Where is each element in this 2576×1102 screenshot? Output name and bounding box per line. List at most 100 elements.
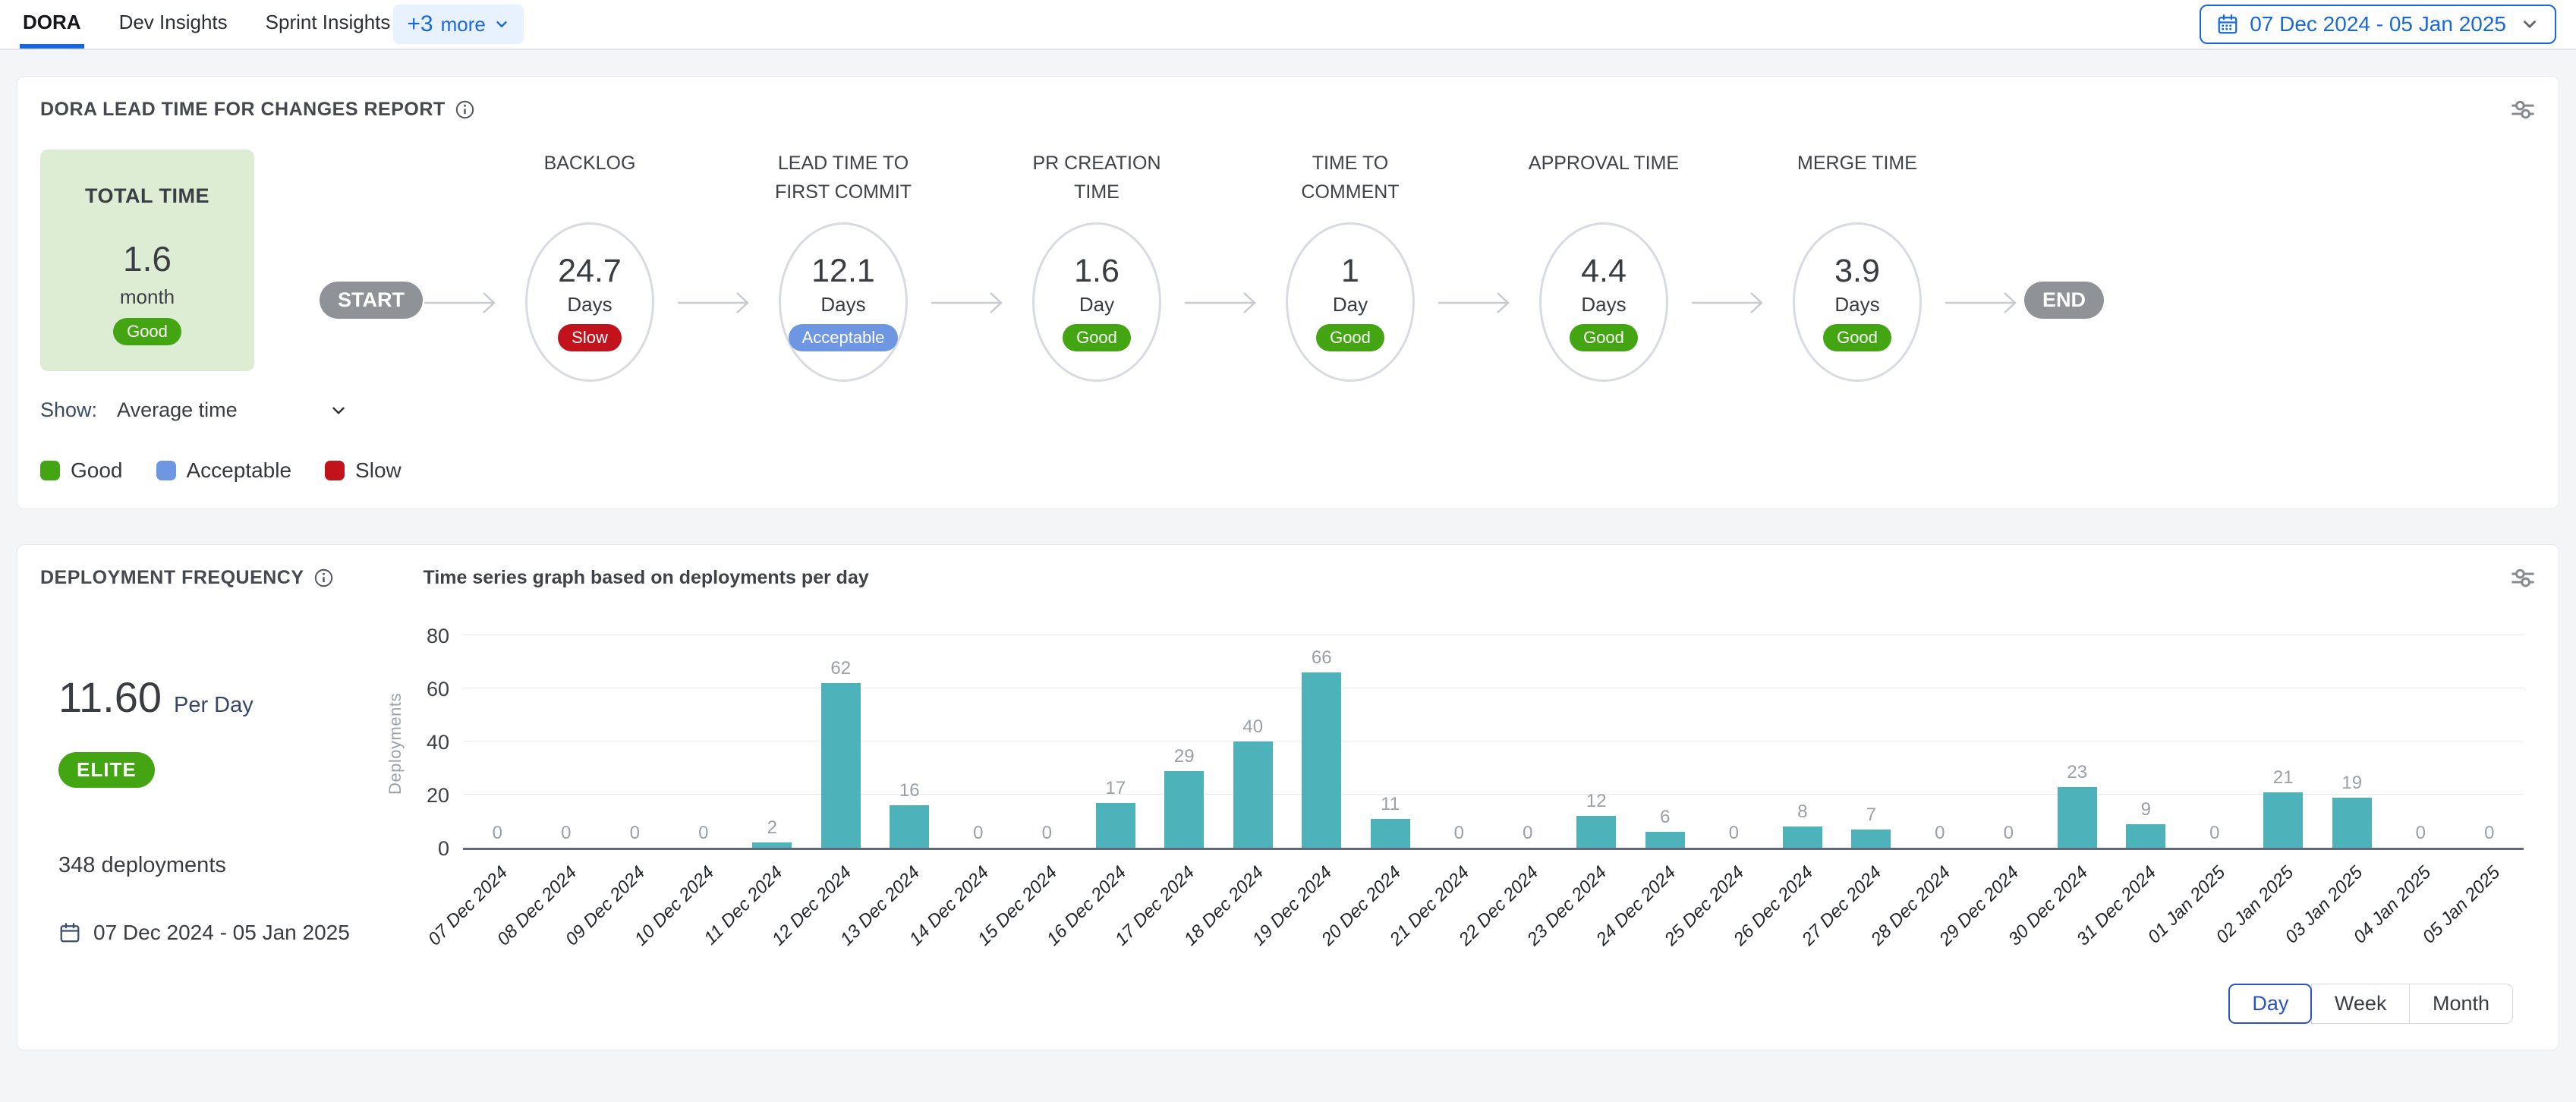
x-axis-labels: 07 Dec 202408 Dec 202409 Dec 202410 Dec … bbox=[463, 850, 2524, 970]
bar[interactable] bbox=[821, 683, 861, 848]
pipeline-stage-merge-time: MERGE TIME3.9DaysGood bbox=[1771, 150, 1944, 382]
bar-slot: 66 bbox=[1287, 638, 1356, 848]
tab-sprint-insights[interactable]: Sprint Insights bbox=[263, 0, 394, 49]
bar[interactable] bbox=[2263, 792, 2303, 849]
total-deployments-text: 348 deployments bbox=[58, 853, 378, 878]
gridline bbox=[463, 634, 2524, 636]
flow-arrow bbox=[423, 291, 503, 315]
bar-slot: 0 bbox=[1012, 638, 1082, 848]
bar[interactable] bbox=[2332, 798, 2372, 849]
sliders-icon[interactable] bbox=[2510, 98, 2536, 121]
legend-label: Slow bbox=[355, 458, 402, 483]
deployment-rate-value: 11.60 bbox=[58, 672, 162, 722]
stage-status-badge: Good bbox=[1570, 324, 1638, 351]
stage-circle[interactable]: 1.6DayGood bbox=[1032, 222, 1161, 382]
status-legend: Good Acceptable Slow bbox=[40, 458, 2536, 483]
top-navigation-bar: DORADev InsightsSprint Insights +3 more … bbox=[0, 0, 2576, 50]
bar-value-label: 0 bbox=[973, 823, 983, 844]
bar-value-label: 29 bbox=[1174, 746, 1195, 767]
bar[interactable] bbox=[890, 805, 929, 848]
y-tick-label: 20 bbox=[427, 784, 449, 808]
bar-slot: 2 bbox=[738, 638, 807, 848]
legend-item-slow[interactable]: Slow bbox=[325, 458, 402, 483]
legend-swatch bbox=[325, 461, 345, 480]
bar-value-label: 9 bbox=[2141, 799, 2151, 820]
bar-value-label: 0 bbox=[630, 823, 640, 844]
stage-unit: Days bbox=[820, 293, 865, 316]
bar[interactable] bbox=[1302, 672, 1341, 848]
pipeline-stage-lead-time-to-first-commit: LEAD TIME TO FIRST COMMIT12.1DaysAccepta… bbox=[757, 150, 930, 382]
tab-dora[interactable]: DORA bbox=[20, 0, 84, 49]
tab-dev-insights[interactable]: Dev Insights bbox=[116, 0, 231, 49]
deployment-frequency-card: DEPLOYMENT FREQUENCY Time series graph b… bbox=[17, 544, 2559, 1050]
bar[interactable] bbox=[2058, 787, 2097, 849]
bar-slot: 0 bbox=[2181, 638, 2250, 848]
bar[interactable] bbox=[1645, 832, 1685, 848]
deployment-stats: 11.60 Per Day ELITE 348 deployments 07 D… bbox=[40, 638, 378, 1024]
bar-value-label: 0 bbox=[493, 823, 502, 844]
bar-slot: 23 bbox=[2043, 638, 2112, 848]
bar[interactable] bbox=[1576, 816, 1616, 848]
y-tick-label: 80 bbox=[427, 625, 449, 648]
bar[interactable] bbox=[1783, 826, 1822, 848]
bar[interactable] bbox=[1233, 741, 1273, 848]
granularity-day-button[interactable]: Day bbox=[2228, 984, 2312, 1024]
bar-slot: 0 bbox=[944, 638, 1013, 848]
plot-area: 0000262160017294066110012608700239021190… bbox=[463, 638, 2524, 850]
stage-circle[interactable]: 12.1DaysAcceptable bbox=[779, 222, 908, 382]
bar-value-label: 12 bbox=[1586, 791, 1607, 812]
bar-value-label: 0 bbox=[1935, 823, 1945, 844]
bar[interactable] bbox=[1096, 803, 1135, 849]
bar-value-label: 17 bbox=[1105, 778, 1126, 799]
tab-list: DORA Dev Insights Sprint Insights bbox=[20, 0, 393, 49]
bar-value-label: 23 bbox=[2067, 762, 2087, 783]
stage-circle[interactable]: 4.4DaysGood bbox=[1539, 222, 1668, 382]
info-icon[interactable] bbox=[313, 568, 334, 588]
bar-value-label: 21 bbox=[2273, 767, 2294, 789]
bar-slot: 0 bbox=[463, 638, 532, 848]
bar-slot: 0 bbox=[1425, 638, 1494, 848]
total-time-status-badge: Good bbox=[113, 318, 181, 345]
pipeline-stage-time-to-comment: TIME TO COMMENT1DayGood bbox=[1264, 150, 1437, 382]
stage-status-badge: Slow bbox=[558, 324, 622, 351]
sliders-icon[interactable] bbox=[2510, 566, 2536, 589]
stage-unit: Day bbox=[1333, 293, 1368, 316]
legend-item-acceptable[interactable]: Acceptable bbox=[156, 458, 292, 483]
bar-value-label: 2 bbox=[767, 817, 777, 839]
bar-slot: 6 bbox=[1631, 638, 1700, 848]
bar-value-label: 66 bbox=[1312, 647, 1332, 669]
granularity-month-button[interactable]: Month bbox=[2409, 984, 2513, 1024]
flow-arrow bbox=[1183, 291, 1264, 315]
stage-status-badge: Good bbox=[1823, 324, 1891, 351]
date-range-picker[interactable]: 07 Dec 2024 - 05 Jan 2025 bbox=[2200, 5, 2556, 44]
bar-value-label: 11 bbox=[1381, 794, 1400, 815]
y-tick-label: 60 bbox=[427, 678, 449, 701]
total-time-box: TOTAL TIME 1.6 month Good bbox=[40, 150, 254, 371]
bar[interactable] bbox=[1851, 830, 1891, 849]
flow-arrow bbox=[1690, 291, 1771, 315]
show-metric-value: Average time bbox=[117, 398, 238, 422]
bar[interactable] bbox=[1164, 771, 1204, 849]
bar-slot: 0 bbox=[1699, 638, 1768, 848]
chevron-down-icon bbox=[329, 401, 348, 420]
info-icon[interactable] bbox=[455, 99, 475, 120]
flow-end-node: END bbox=[2024, 282, 2104, 319]
bar-value-label: 0 bbox=[2209, 823, 2219, 844]
stage-circle[interactable]: 1DayGood bbox=[1286, 222, 1415, 382]
total-time-value: 1.6 bbox=[123, 238, 172, 279]
show-metric-dropdown[interactable]: Average time bbox=[117, 398, 348, 422]
bar[interactable] bbox=[752, 842, 792, 848]
chevron-down-icon bbox=[2520, 14, 2540, 34]
stage-circle[interactable]: 24.7DaysSlow bbox=[525, 222, 654, 382]
granularity-week-button[interactable]: Week bbox=[2311, 984, 2411, 1024]
bar-value-label: 0 bbox=[1523, 823, 1532, 844]
flow-arrow bbox=[676, 291, 757, 315]
y-tick-label: 0 bbox=[438, 837, 449, 861]
legend-item-good[interactable]: Good bbox=[40, 458, 123, 483]
bar-value-label: 8 bbox=[1797, 801, 1807, 823]
deployment-rate-unit: Per Day bbox=[174, 693, 254, 718]
bar[interactable] bbox=[1371, 819, 1410, 849]
bar[interactable] bbox=[2126, 824, 2165, 849]
more-tabs-button[interactable]: +3 more bbox=[393, 5, 523, 44]
stage-circle[interactable]: 3.9DaysGood bbox=[1793, 222, 1922, 382]
